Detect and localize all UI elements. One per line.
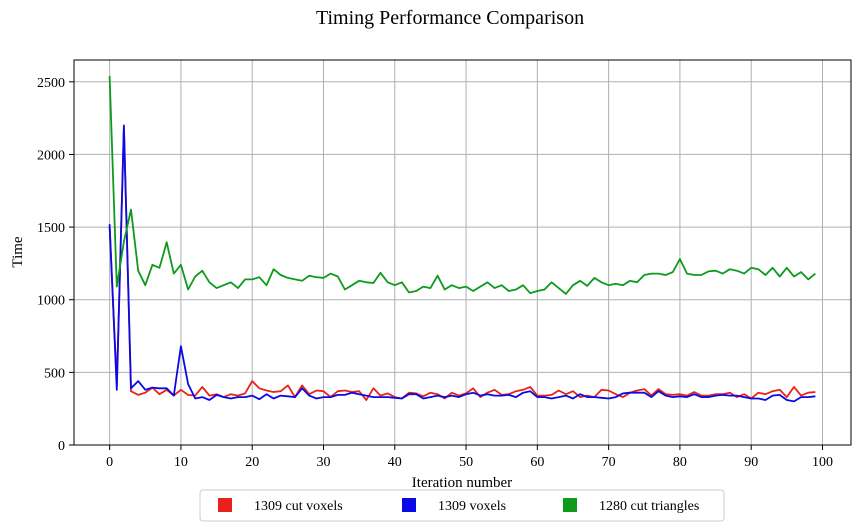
legend-swatch-3 bbox=[563, 498, 577, 512]
series-lines bbox=[108, 75, 816, 403]
legend-swatch-1 bbox=[218, 498, 232, 512]
chart-title: Timing Performance Comparison bbox=[316, 7, 584, 29]
legend: 1309 cut voxels 1309 voxels 1280 cut trian… bbox=[199, 489, 725, 522]
legend-swatch-2 bbox=[402, 498, 416, 512]
x-tick-label: 0 bbox=[106, 455, 113, 470]
series-line-2 bbox=[108, 124, 816, 403]
y-tick-label: 2000 bbox=[37, 148, 65, 163]
series-line-1 bbox=[108, 127, 816, 401]
x-tick-label: 20 bbox=[245, 455, 259, 470]
x-tick-label: 50 bbox=[459, 455, 473, 470]
plot-frame bbox=[73, 59, 852, 446]
ticks: 0 10 20 30 40 50 60 70 80 90 100050010001500200025… bbox=[37, 76, 833, 470]
y-tick-label: 1500 bbox=[37, 221, 65, 236]
x-tick-label: 60 bbox=[530, 455, 544, 470]
y-axis-label: Time bbox=[10, 236, 26, 267]
y-tick-label: 0 bbox=[58, 439, 65, 454]
legend-label-1: 1309 cut voxels bbox=[254, 499, 343, 514]
y-tick-label: 1000 bbox=[37, 294, 65, 309]
x-tick-label: 40 bbox=[388, 455, 402, 470]
y-tick-label: 2500 bbox=[37, 76, 65, 91]
x-axis-label: Iteration number bbox=[412, 475, 512, 491]
x-tick-label: 80 bbox=[673, 455, 687, 470]
x-tick-label: 90 bbox=[744, 455, 758, 470]
legend-frame bbox=[199, 489, 725, 522]
legend-label-3: 1280 cut triangles bbox=[599, 499, 699, 514]
x-tick-label: 10 bbox=[174, 455, 188, 470]
x-tick-label: 100 bbox=[812, 455, 833, 470]
x-tick-label: 30 bbox=[316, 455, 330, 470]
legend-label-2: 1309 voxels bbox=[438, 499, 506, 514]
series-line-3 bbox=[108, 75, 816, 295]
x-tick-label: 70 bbox=[602, 455, 616, 470]
y-tick-label: 500 bbox=[44, 366, 65, 381]
